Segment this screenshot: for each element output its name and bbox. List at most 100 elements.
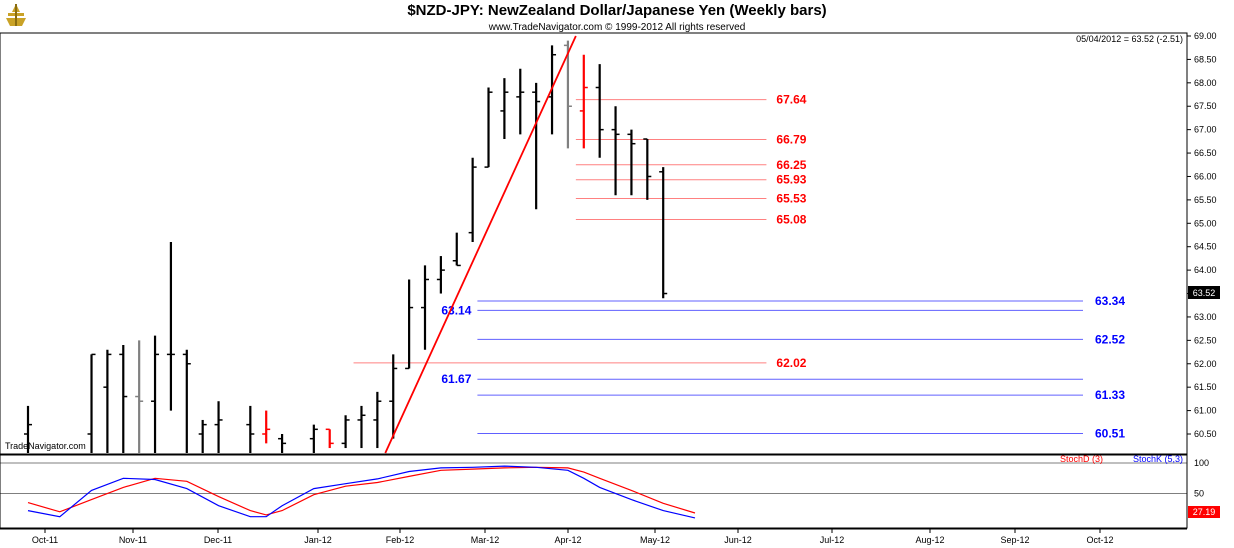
- price-y-tick-label: 69.00: [1194, 31, 1217, 41]
- ohlc-bar: [436, 256, 445, 294]
- stoch-y-axis: 100 50: [0, 458, 1209, 499]
- price-y-tick-label: 66.50: [1194, 148, 1217, 158]
- ohlc-bar: [659, 167, 668, 299]
- x-tick-label: Nov-11: [119, 535, 147, 545]
- stoch-box-label: 27.19: [1193, 507, 1216, 517]
- x-tick-label: Oct-12: [1086, 535, 1113, 545]
- price-y-tick-label: 62.50: [1194, 335, 1217, 345]
- ohlc-bar: [484, 87, 493, 168]
- ohlc-bar: [468, 157, 477, 243]
- info-readout: 05/04/2012 = 63.52 (-2.51): [1076, 34, 1183, 44]
- x-tick-label: Oct-11: [32, 535, 58, 545]
- ohlc-bar: [24, 405, 32, 453]
- ohlc-bar: [516, 68, 525, 135]
- price-y-tick-label: 64.00: [1194, 265, 1217, 275]
- ohlc-bar: [182, 349, 191, 453]
- blue-level-label: 62.52: [1095, 332, 1125, 346]
- ohlc-bar: [627, 129, 636, 196]
- blue-level-label: 60.51: [1095, 427, 1125, 441]
- ohlc-bar: [214, 401, 223, 453]
- x-axis: Oct-11 Nov-11 Dec-11 Jan-12 Feb-12 Mar-12 Apr-…: [0, 528, 1187, 545]
- price-y-tick-label: 62.00: [1194, 359, 1217, 369]
- blue-level-label: 63.14: [441, 303, 471, 317]
- stoch-lines: [27, 465, 696, 519]
- x-tick-label: Feb-12: [386, 535, 415, 545]
- red-level-label: 66.79: [776, 132, 806, 146]
- stoch-series-line: [27, 465, 696, 519]
- stoch-y-tick-label: 50: [1194, 489, 1204, 499]
- ohlc-bar: [278, 434, 287, 453]
- price-y-tick-label: 64.50: [1194, 242, 1217, 252]
- red-level-label: 67.64: [776, 93, 806, 107]
- price-y-tick-label: 68.00: [1194, 78, 1217, 88]
- chart-title: $NZD-JPY: NewZealand Dollar/Japanese Yen…: [407, 2, 826, 19]
- ohlc-bar: [325, 428, 334, 449]
- ohlc-bar: [373, 391, 382, 449]
- price-y-tick-label: 61.50: [1194, 382, 1217, 392]
- red-level-label: 65.08: [776, 213, 806, 227]
- ohlc-bar: [611, 106, 620, 196]
- x-tick-label: Sep-12: [1000, 535, 1029, 545]
- stoch-y-tick-label: 100: [1194, 458, 1209, 468]
- price-box: [1188, 286, 1220, 299]
- blue-level-label: 61.67: [441, 372, 471, 386]
- trendline-segment: [384, 35, 577, 454]
- red-level-label: 62.02: [776, 356, 806, 370]
- ohlc-bar: [309, 424, 318, 453]
- ohlc-bar: [389, 354, 398, 439]
- ohlc-bar: [166, 242, 175, 411]
- ohlc-bar: [421, 265, 429, 350]
- price-y-tick-label: 60.50: [1194, 429, 1217, 439]
- ohlc-bar: [500, 78, 509, 140]
- stoch-series-line: [27, 466, 696, 516]
- price-y-axis: 69.00 68.50 68.00 67.50 67.00 66.50 66.00 65.50…: [1187, 31, 1217, 439]
- ohlc-bar: [198, 419, 207, 453]
- stoch-pane-frame: [0, 454, 1188, 529]
- x-tick-label: Jan-12: [304, 535, 332, 545]
- ohlc-bar: [341, 415, 350, 449]
- legend-stoch-d: StochD (3): [1060, 454, 1103, 464]
- blue-level-label: 61.33: [1095, 388, 1125, 402]
- trendline: [384, 35, 577, 454]
- x-tick-label: Dec-11: [204, 535, 232, 545]
- ohlc-bar: [579, 54, 588, 149]
- price-y-tick-label: 61.00: [1194, 406, 1217, 416]
- watermark: TradeNavigator.com: [5, 441, 86, 451]
- ohlc-bar: [246, 405, 255, 453]
- blue-level-label: 63.34: [1095, 294, 1125, 308]
- price-pane-frame: [0, 32, 1188, 455]
- ohlc-bar: [452, 232, 461, 267]
- price-y-tick-label: 63.00: [1194, 312, 1217, 322]
- price-y-tick-label: 67.50: [1194, 101, 1217, 111]
- ohlc-bar: [595, 64, 604, 158]
- x-tick-label: Apr-12: [554, 535, 581, 545]
- price-y-tick-label: 65.00: [1194, 218, 1217, 228]
- chart-subtitle: www.TradeNavigator.com © 1999-2012 All r…: [488, 22, 746, 33]
- logo-icon: [6, 4, 26, 26]
- ohlc-bar: [262, 410, 271, 444]
- ohlc-bar: [103, 349, 112, 453]
- ohlc-bar: [405, 279, 414, 370]
- x-tick-label: May-12: [640, 535, 670, 545]
- ohlc-bar: [151, 335, 160, 453]
- ohlc-bar: [563, 40, 572, 149]
- red-level-label: 66.25: [776, 158, 806, 172]
- x-tick-label: Jul-12: [820, 535, 845, 545]
- price-bars: [24, 40, 668, 453]
- ohlc-bar: [357, 405, 366, 449]
- legend-stoch-k: StochK (5,3): [1133, 454, 1183, 464]
- price-y-tick-label: 68.50: [1194, 54, 1217, 64]
- ohlc-bar: [119, 345, 128, 453]
- price-box-label: 63.52: [1193, 288, 1216, 298]
- stoch-box: [1188, 506, 1220, 518]
- ohlc-bar: [532, 82, 541, 210]
- ohlc-bar: [135, 340, 144, 453]
- ohlc-bar: [87, 353, 96, 453]
- red-level-label: 65.93: [776, 173, 806, 187]
- x-tick-label: Jun-12: [724, 535, 752, 545]
- price-y-tick-label: 65.50: [1194, 195, 1217, 205]
- x-tick-label: Mar-12: [471, 535, 500, 545]
- price-y-tick-label: 66.00: [1194, 171, 1217, 181]
